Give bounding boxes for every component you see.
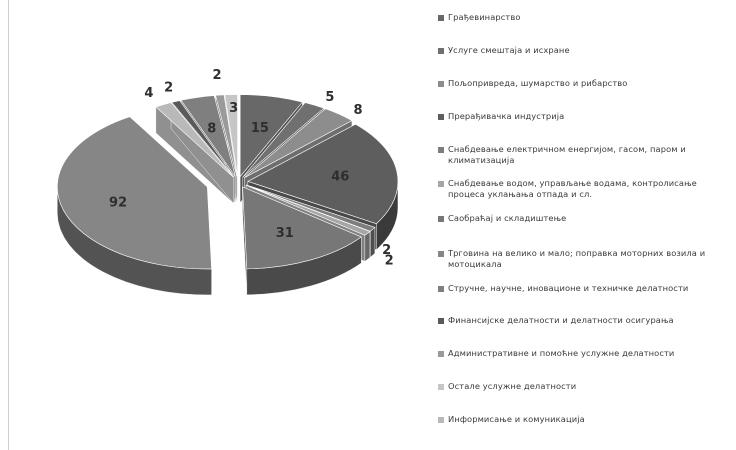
legend-swatch	[438, 113, 444, 120]
slice-1	[239, 94, 303, 178]
legend-label: Прерађивачка индустрија	[448, 111, 565, 121]
legend-label: Информисање и комуникација	[448, 414, 585, 424]
legend-swatch	[438, 47, 444, 54]
slice-3	[244, 108, 353, 179]
legend-label: Снабдевање електричном енергијом, гасом,…	[448, 144, 686, 165]
legend-entry: Грађевинарство	[438, 12, 730, 23]
slice-6-outer-wall	[364, 231, 371, 262]
slice-4	[247, 123, 399, 225]
slice-13	[224, 94, 238, 177]
pie-top-layer	[57, 94, 399, 270]
slice-9-value-label: 4	[144, 86, 153, 101]
legend-label: Трговина на велико и мало; поправка мото…	[448, 248, 706, 269]
slice-5-outer-wall	[370, 226, 376, 258]
legend-swatch	[438, 285, 444, 292]
slice-4-value-label: 46	[331, 170, 349, 185]
legend-entry: Трговина на велико и мало; поправка мото…	[438, 248, 730, 270]
legend-entry: Саобраћај и складиштење	[438, 213, 730, 224]
legend-entry: Прерађивачка индустрија	[438, 111, 730, 122]
slice-12	[215, 94, 238, 177]
slice-8	[57, 116, 212, 270]
slice-13-value-label: 3	[229, 101, 238, 116]
legend-entry: Остале услужне делатности	[438, 381, 730, 392]
legend-label: Грађевинарство	[448, 12, 521, 22]
slice-12-value-label: 2	[212, 68, 221, 83]
slice-10-value-label: 2	[164, 80, 173, 95]
slice-3-value-label: 8	[353, 103, 362, 118]
slice-2	[242, 102, 325, 178]
legend-label: Пољопривреда, шумарство и рибарство	[448, 78, 628, 88]
slice-7	[242, 186, 362, 270]
legend-swatch	[438, 383, 444, 390]
legend-entry: Административне и помоћне услужне делатн…	[438, 348, 730, 359]
slice-2-value-label: 5	[325, 90, 334, 105]
legend-label: Снабдевање водом, управљање водама, конт…	[448, 178, 697, 199]
legend-entry: Информисање и комуникација	[438, 414, 730, 425]
slice-1-value-label: 15	[251, 121, 269, 136]
legend-label: Услуге смештаја и исхране	[448, 45, 570, 55]
legend-entry: Снабдевање водом, управљање водама, конт…	[438, 178, 730, 200]
legend-label: Финансијске делатности и делатности осиг…	[448, 315, 674, 325]
slice-8-value-label: 92	[109, 195, 127, 210]
legend-swatch	[438, 80, 444, 87]
legend-label: Саобраћај и складиштење	[448, 213, 567, 223]
legend-swatch	[438, 317, 444, 324]
legend-label: Стручне, научне, иновационе и техничке д…	[448, 283, 689, 293]
legend-swatch	[438, 350, 444, 357]
legend-swatch	[438, 250, 444, 257]
legend-label: Остале услужне делатности	[448, 381, 577, 391]
slice-5	[246, 184, 376, 232]
legend-entry: Услуге смештаја и исхране	[438, 45, 730, 56]
slice-6-value-label: 2	[385, 253, 394, 268]
slice-6	[245, 184, 371, 236]
legend-swatch	[438, 14, 444, 21]
slice-10	[171, 100, 235, 178]
legend-swatch	[438, 180, 444, 187]
legend-entry: Пољопривреда, шумарство и рибарство	[438, 78, 730, 89]
legend-entry: Снабдевање електричном енергијом, гасом,…	[438, 144, 730, 166]
slice-9	[155, 102, 234, 178]
frame-border	[8, 0, 9, 450]
legend-swatch	[438, 416, 444, 423]
legend-swatch	[438, 146, 444, 153]
legend-entry: Стручне, научне, иновационе и техничке д…	[438, 283, 730, 294]
slice-7-value-label: 31	[276, 226, 294, 241]
slice-11	[180, 95, 236, 177]
legend-label: Административне и помоћне услужне делатн…	[448, 348, 675, 358]
legend-swatch	[438, 215, 444, 222]
slice-11-value-label: 8	[207, 122, 216, 137]
legend-entry: Финансијске делатности и делатности осиг…	[438, 315, 730, 326]
slice-5-value-label: 2	[382, 243, 391, 258]
